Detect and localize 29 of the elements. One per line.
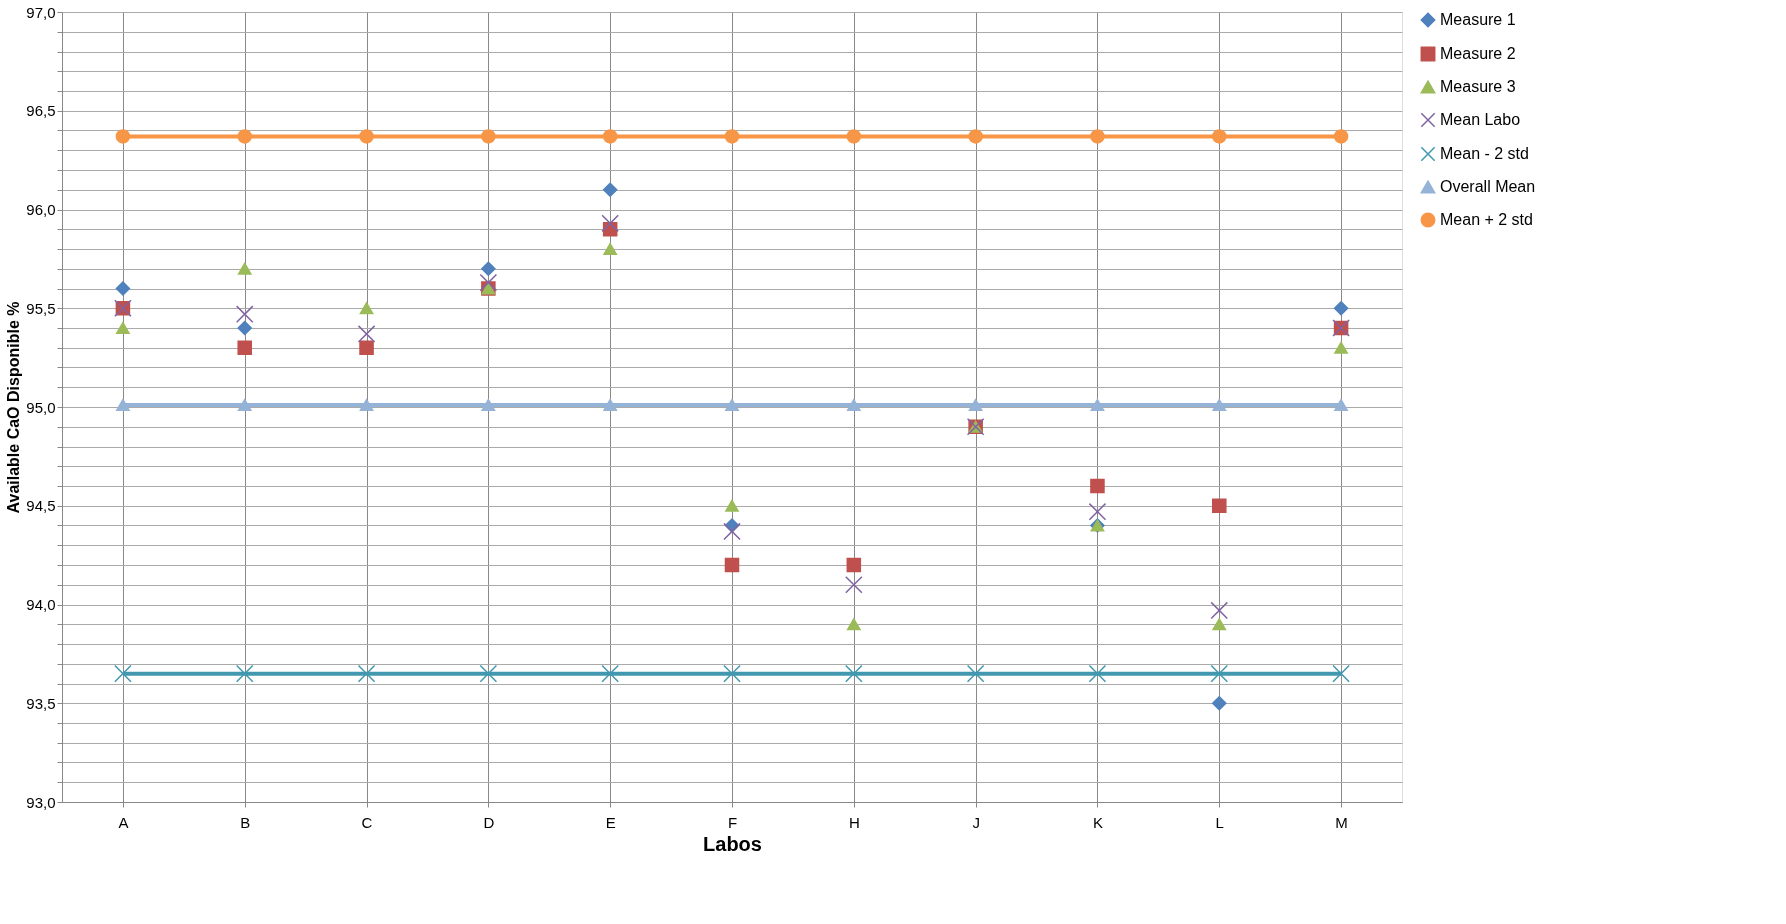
x-tick-label: F	[727, 813, 738, 831]
x-tick-label: C	[361, 813, 373, 831]
y-tick-label: 96,0	[26, 201, 56, 218]
y-tick-label: 94,5	[26, 497, 56, 515]
y-tick-label: 96,5	[26, 102, 56, 120]
y-tick-label: 94,0	[26, 596, 56, 613]
legend-label: Mean - 2 std	[1440, 145, 1529, 162]
x-tick-label: J	[972, 813, 980, 831]
x-tick-label: B	[240, 813, 251, 831]
x-tick-label: L	[1215, 813, 1224, 831]
x-tick-label: M	[1335, 813, 1348, 831]
x-tick-label: K	[1092, 813, 1103, 831]
x-tick-label: D	[483, 813, 495, 831]
y-tick-label: 93,0	[26, 793, 56, 811]
y-tick-label: 95,0	[26, 398, 56, 416]
y-tick-label: 95,5	[26, 299, 56, 317]
legend-label: Measure 3	[1440, 78, 1516, 95]
x-tick-label: H	[848, 813, 860, 831]
legend-label: Measure 1	[1440, 11, 1516, 28]
x-axis-title: Labos	[703, 832, 762, 855]
x-tick-label: E	[605, 813, 616, 831]
y-axis-title: Available CaO Disponible %	[5, 301, 23, 514]
y-tick-label: 93,5	[26, 694, 56, 712]
legend-label: Measure 2	[1440, 45, 1516, 62]
legend-label: Mean Labo	[1440, 111, 1521, 128]
y-tick-label: 97,0	[26, 3, 56, 21]
x-tick-label: A	[118, 813, 129, 831]
legend-label: Overall Mean	[1440, 178, 1536, 195]
legend-label: Mean + 2 std	[1440, 211, 1533, 228]
